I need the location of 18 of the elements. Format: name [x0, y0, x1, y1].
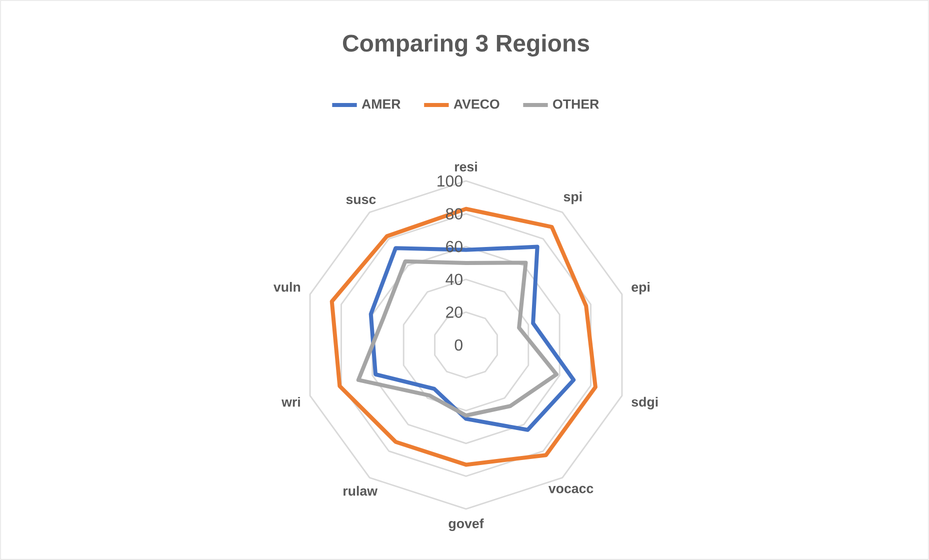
chart-title: Comparing 3 Regions: [342, 34, 590, 57]
y-tick-label: 40: [446, 274, 462, 286]
legend-label: AVECO: [454, 99, 500, 109]
spoke-label: susc: [346, 196, 376, 204]
legend-label: AMER: [362, 99, 400, 109]
y-tick-label: 20: [446, 306, 462, 318]
spoke-label: vocacc: [548, 486, 594, 494]
y-tick-label: 0: [454, 339, 462, 351]
spoke-label: govef: [448, 518, 484, 531]
spoke-label: vuln: [273, 282, 300, 292]
spoke-label: sdgi: [632, 396, 658, 410]
y-tick-label: 100: [438, 175, 462, 187]
spoke-label: resi: [455, 162, 477, 172]
spoke-label: wri: [282, 396, 300, 407]
spoke-label: spi: [564, 192, 582, 204]
legend-label: OTHER: [553, 99, 599, 109]
spoke-label: rulaw: [344, 486, 378, 496]
spoke-label: epi: [632, 282, 650, 294]
